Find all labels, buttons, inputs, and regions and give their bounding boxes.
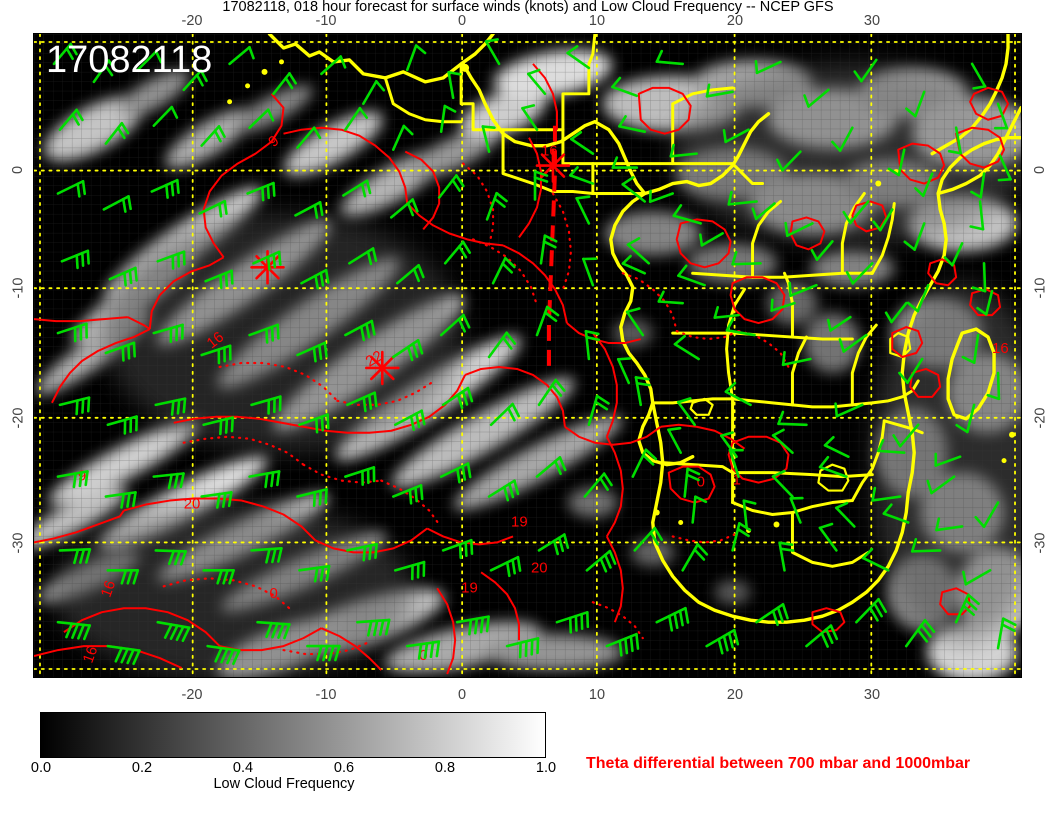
colorbar-tick-2: 0.4: [232, 760, 254, 776]
lat-tick-left-0: 0: [10, 165, 27, 175]
theta-contours-dotted: [162, 162, 790, 656]
colorbar-tick-3: 0.6: [333, 760, 355, 776]
page-title: 17082118, 018 hour forecast for surface …: [222, 0, 834, 15]
lon-tick-bottom-3: 10: [588, 687, 606, 703]
colorbar-tick-1: 0.2: [131, 760, 153, 776]
colorbar-tick-0: 0.0: [30, 760, 52, 776]
svg-text:16: 16: [98, 578, 120, 599]
svg-text:0: 0: [419, 647, 427, 664]
lon-tick-top-1: -10: [315, 13, 337, 29]
colorbar: [40, 712, 546, 758]
lon-tick-top-0: -20: [181, 13, 203, 29]
lat-tick-right-3: -30: [1032, 532, 1049, 554]
contour-label-group: 16 16 16 19 19 20 20 22 16 16 0 0 9 0 1 …: [78, 132, 1009, 665]
colorbar-tick-4: 0.8: [434, 760, 456, 776]
lat-tick-left-3: -30: [10, 532, 27, 554]
lon-tick-bottom-5: 30: [863, 687, 881, 703]
svg-text:0: 0: [270, 585, 278, 602]
lon-tick-top-5: 30: [863, 13, 881, 29]
svg-text:1: 1: [733, 472, 741, 489]
theta-contours: [34, 63, 1010, 675]
svg-text:16: 16: [80, 644, 102, 665]
colorbar-tick-5: 1.0: [535, 760, 557, 776]
colorbar-caption: Low Cloud Frequency: [213, 776, 355, 792]
lon-tick-top-4: 20: [726, 13, 744, 29]
wind-barbs: [52, 38, 1017, 666]
lon-tick-bottom-4: 20: [726, 687, 744, 703]
svg-text:0: 0: [697, 474, 705, 491]
svg-text:20: 20: [531, 559, 548, 576]
lon-tick-bottom-1: -10: [315, 687, 337, 703]
svg-text:20: 20: [184, 496, 201, 513]
lat-tick-left-1: -10: [10, 277, 27, 299]
lon-tick-top-2: 0: [457, 13, 467, 29]
lat-tick-right-0: 0: [1032, 165, 1049, 175]
svg-text:16: 16: [992, 340, 1009, 357]
storm-markers: [250, 148, 571, 386]
lat-tick-right-2: -20: [1032, 407, 1049, 429]
svg-text:16: 16: [204, 329, 228, 353]
lon-tick-top-3: 10: [588, 13, 606, 29]
svg-text:22: 22: [363, 347, 386, 370]
lat-tick-right-1: -10: [1032, 277, 1049, 299]
gridlines: [34, 34, 1021, 677]
lon-tick-bottom-0: -20: [181, 687, 203, 703]
lat-tick-left-2: -20: [10, 407, 27, 429]
svg-text:19: 19: [461, 579, 478, 596]
map-canvas: 16 16 16 19 19 20 20 22 16 16 0 0 9 0 1 …: [34, 34, 1021, 677]
map-panel[interactable]: 16 16 16 19 19 20 20 22 16 16 0 0 9 0 1 …: [33, 33, 1022, 678]
lon-tick-bottom-2: 0: [457, 687, 467, 703]
theta-differential-note: Theta differential between 700 mbar and …: [586, 755, 971, 772]
svg-text:19: 19: [511, 513, 528, 530]
svg-text:16: 16: [541, 143, 558, 160]
